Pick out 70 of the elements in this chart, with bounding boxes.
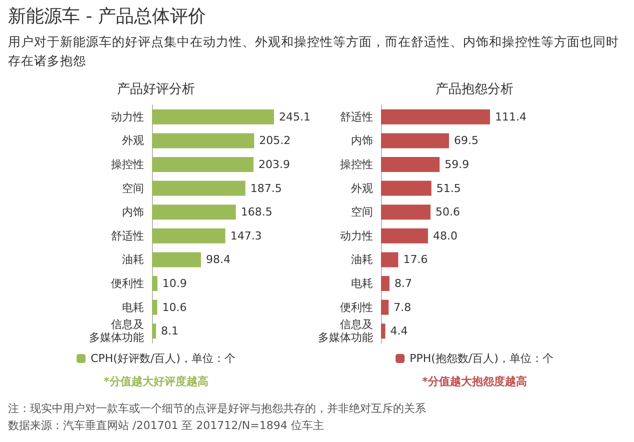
y-tick-label: 便利性: [340, 300, 373, 314]
bar: [152, 157, 254, 172]
y-tick-label: 操控性: [111, 158, 144, 171]
data-label: 48.0: [432, 229, 458, 242]
legend-label: PPH(抱怨数/百人)，单位：个: [410, 352, 554, 365]
data-label: 245.1: [279, 110, 310, 124]
bar: [152, 133, 254, 148]
text: 新能源车 - 产品总体评价: [8, 5, 206, 28]
y-tick-label: 内饰: [351, 134, 373, 148]
bar: [152, 180, 246, 196]
y-tick-label: 信息及多媒体功能: [89, 318, 144, 344]
y-tick-label: 舒适性: [111, 229, 144, 242]
bar: [381, 228, 428, 244]
bar: [381, 324, 386, 339]
data-label: 187.5: [250, 182, 282, 195]
bar: [381, 276, 390, 291]
y-tick-label: 舒适性: [340, 110, 373, 124]
bar: [152, 204, 236, 220]
data-label: 98.4: [206, 253, 230, 266]
text: 用户对于新能源车的好评点集中在动力性、外观和操控性等方面，而在舒适性、内饰和操控性等方面也同时存在诸多抱怨: [8, 33, 620, 70]
bar: [152, 228, 226, 244]
data-label: 8.7: [394, 277, 412, 290]
y-tick-label: 油耗: [122, 253, 144, 266]
bar: [381, 252, 398, 268]
y-tick-label: 电耗: [122, 300, 144, 314]
data-label: 59.9: [444, 158, 470, 171]
chart-title: 产品好评分析: [117, 82, 195, 97]
text: *分值越大好评度越高: [104, 375, 208, 388]
data-label: 4.4: [390, 324, 408, 338]
legend-label: CPH(好评数/百人)，单位：个: [90, 352, 236, 365]
data-label: 51.5: [436, 182, 461, 195]
data-label: 10.6: [162, 300, 187, 314]
bar: [381, 180, 432, 196]
chart-title: 产品抱怨分析: [436, 82, 514, 97]
source-note: 数据来源：汽车垂直网站 /201701 至 201712/N=1894 位车主: [8, 418, 325, 434]
text: *分值越大抱怨度越高: [422, 375, 527, 388]
y-tick-label: 空间: [122, 182, 144, 195]
y-tick-label: 空间: [351, 206, 373, 219]
data-label: 17.6: [403, 253, 428, 266]
y-tick-label: 内饰: [122, 206, 144, 219]
data-label: 69.5: [454, 134, 479, 148]
bar: [152, 109, 274, 124]
y-tick-label: 动力性: [340, 229, 373, 242]
bar: [152, 300, 158, 315]
data-label: 203.9: [258, 158, 290, 171]
y-tick-label: 便利性: [111, 277, 144, 290]
data-label: 111.4: [495, 110, 526, 124]
data-label: 7.8: [394, 300, 412, 314]
bar: [152, 324, 156, 339]
data-label: 205.2: [259, 134, 291, 148]
y-tick-label: 操控性: [340, 158, 373, 171]
text: 注：现实中用户对一款车或一个细节的点评是好评与抱怨共存的，并非绝对互斥的关系: [8, 401, 426, 417]
bar: [381, 109, 490, 124]
data-label: 50.6: [436, 206, 460, 219]
y-tick-label: 外观: [351, 182, 373, 195]
y-tick-label: 电耗: [351, 277, 373, 290]
data-label: 147.3: [230, 229, 262, 242]
data-label: 8.1: [161, 324, 179, 338]
data-label: 10.9: [162, 277, 187, 290]
y-tick-label: 油耗: [351, 253, 373, 266]
y-tick-label: 动力性: [111, 110, 144, 124]
bar: [381, 204, 431, 220]
bar: [381, 133, 450, 148]
data-label: 168.5: [240, 206, 272, 219]
y-tick-label: 信息及多媒体功能: [318, 318, 373, 344]
bar: [381, 300, 389, 315]
y-tick-label: 外观: [122, 134, 144, 148]
bar: [381, 157, 440, 172]
bar: [152, 276, 158, 291]
bar: [152, 252, 201, 268]
